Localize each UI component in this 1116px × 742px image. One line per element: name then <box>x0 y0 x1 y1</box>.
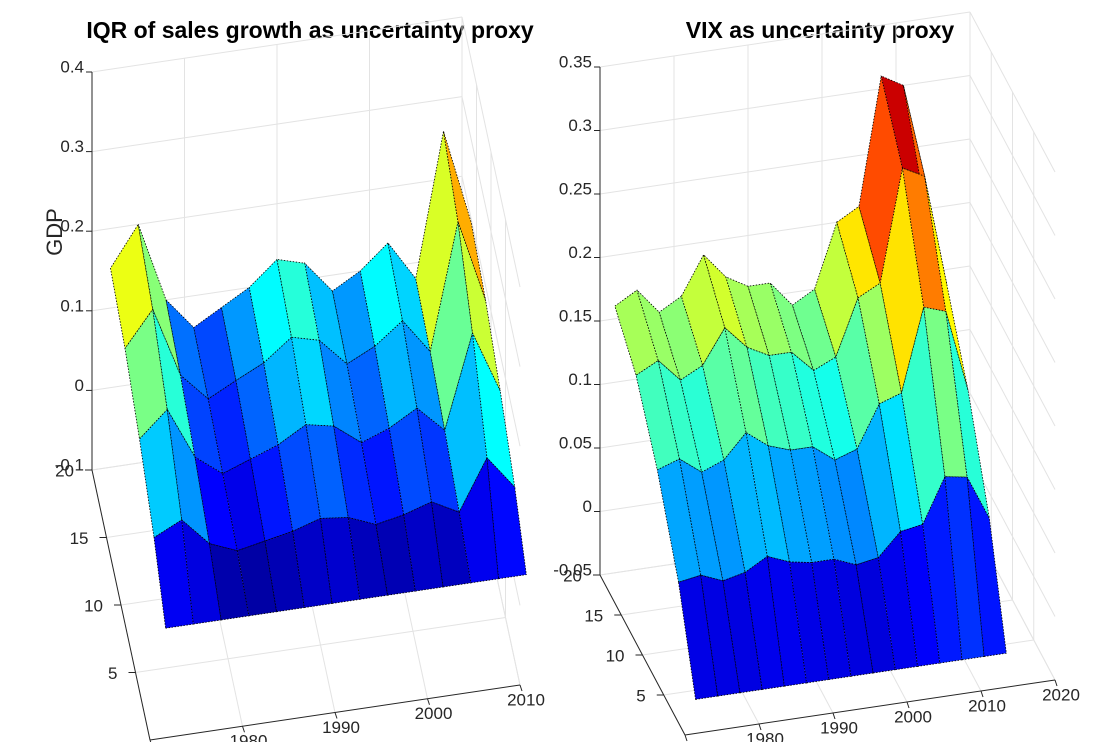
z-tick-label: 0.25 <box>559 179 592 198</box>
surface-patch <box>901 307 946 526</box>
surface-patch <box>332 270 376 365</box>
z-tick-label: 0.05 <box>559 433 592 452</box>
surface-patch <box>636 289 682 382</box>
surface-patch <box>678 458 724 582</box>
surface-patch <box>857 282 902 405</box>
surface-patch <box>790 446 835 563</box>
y-tick-label: 20 <box>563 566 582 585</box>
z-tick-label: -0.1 <box>55 455 84 474</box>
z-tick-label: -0.05 <box>553 560 592 579</box>
surface-patch <box>922 475 963 664</box>
tick-mark <box>906 701 910 709</box>
z-tick-label: 0 <box>75 376 84 395</box>
z-tick-label: 0 <box>583 497 592 516</box>
surface-patch <box>768 351 814 451</box>
z-tick-label: 0.35 <box>559 52 592 71</box>
z-tick-label: 0.3 <box>568 116 592 135</box>
surface-patch <box>722 571 763 694</box>
surface-patch <box>767 445 813 563</box>
surface-patch <box>221 286 265 382</box>
z-tick-label: 0.15 <box>559 306 592 325</box>
chart-title: VIX as uncertainty proxy <box>686 17 955 43</box>
surface-patch <box>811 558 852 681</box>
x-tick-label: 2010 <box>507 690 545 709</box>
z-tick-label: 0.1 <box>60 296 84 315</box>
tick-mark <box>519 684 523 692</box>
surface-patch <box>747 282 792 356</box>
surface-patch <box>945 311 990 519</box>
z-tick-label: 0.2 <box>60 217 84 236</box>
tick-mark <box>427 698 430 705</box>
x-tick-label: 1970 <box>672 740 710 742</box>
z-axis-label: GDP <box>42 208 67 256</box>
surface-patch <box>856 402 901 559</box>
z-tick-label: 0.2 <box>568 243 592 262</box>
surface-patch <box>944 476 985 661</box>
x-tick-label: 2000 <box>894 707 932 726</box>
y-tick-label: 5 <box>108 664 117 683</box>
tick-mark <box>334 712 338 719</box>
axis-line <box>684 679 1056 736</box>
surface-patch <box>679 364 725 473</box>
y-tick-label: 5 <box>636 686 645 705</box>
surface-patch <box>263 336 307 446</box>
axis-line <box>149 684 521 741</box>
surface-patch <box>680 253 726 367</box>
chart-title: IQR of sales growth as uncertainty proxy <box>86 17 534 43</box>
surface-patch <box>416 407 460 513</box>
tick-mark <box>758 723 762 731</box>
tick-mark <box>832 712 836 720</box>
surface-patch <box>789 561 830 684</box>
axis-line <box>599 574 686 736</box>
surface-patch <box>924 176 969 391</box>
surface-patch <box>292 517 333 609</box>
x-tick-label: 1990 <box>820 718 858 737</box>
y-tick-label: 15 <box>584 606 603 625</box>
x-tick-label: 2010 <box>968 696 1006 715</box>
surface-patch <box>374 319 418 429</box>
z-tick-label: 0.1 <box>568 370 592 389</box>
x-tick-label: 1980 <box>746 729 784 742</box>
grid-line <box>599 11 971 68</box>
surface-patch <box>403 501 444 592</box>
y-tick-label: 15 <box>70 529 89 548</box>
grid-line <box>599 75 971 131</box>
surface-patch <box>472 332 516 489</box>
y-tick-label: 20 <box>55 461 74 480</box>
surface-patch <box>833 558 874 677</box>
x-tick-label: 1980 <box>230 732 268 742</box>
axis-line <box>91 469 151 741</box>
surface-patch <box>877 530 918 671</box>
y-tick-label: 10 <box>84 596 103 615</box>
surface-patch <box>443 131 487 302</box>
tick-mark <box>980 690 984 698</box>
z-tick-label: 0.4 <box>60 57 84 76</box>
tick-mark <box>684 734 688 742</box>
tick-mark <box>242 726 245 733</box>
grid-line <box>135 617 506 673</box>
surface-patch <box>966 476 1007 657</box>
y-tick-label: 10 <box>606 646 625 665</box>
tick-mark <box>149 739 152 742</box>
surface-patch <box>320 517 361 604</box>
x-tick-label: 1990 <box>322 718 360 737</box>
surface-patch <box>110 223 154 350</box>
tick-mark <box>1054 679 1058 687</box>
x-tick-label: 2000 <box>415 704 453 723</box>
surface-patch <box>458 456 500 584</box>
surface-patch <box>486 456 527 580</box>
x-tick-label: 2020 <box>1042 685 1080 704</box>
z-tick-label: 0.3 <box>60 137 84 156</box>
surface-patch <box>415 131 459 352</box>
